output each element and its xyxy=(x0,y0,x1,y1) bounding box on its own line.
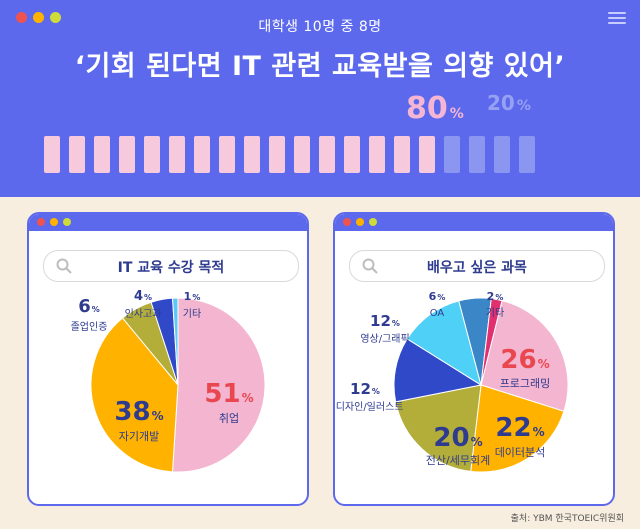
header-subtitle: 대학생 10명 중 8명 xyxy=(258,19,382,35)
no-value: 20 xyxy=(487,91,515,115)
pie-slice xyxy=(172,297,179,386)
pie-slice xyxy=(395,384,482,472)
maximize-dot-icon[interactable] xyxy=(50,12,61,23)
yes-segment xyxy=(194,136,210,173)
pie-slice xyxy=(480,298,503,386)
pie-slice xyxy=(393,338,483,403)
slice-value-label: 6% xyxy=(78,296,100,317)
slice-category-label: 프로그래밍 xyxy=(500,377,551,390)
no-segment xyxy=(444,136,460,173)
yes-segment xyxy=(269,136,285,173)
slice-value-label: 2% xyxy=(487,290,504,303)
slice-value-label: 12% xyxy=(370,312,400,330)
slice-category-label: 웹디자인/일러스트 xyxy=(333,401,403,413)
yes-percent-sign: % xyxy=(449,106,464,122)
subject-chart-title: 배우고 싶은 과목 xyxy=(427,260,527,276)
subject-chart-card: 배우고 싶은 과목 26% 프로그래밍 22% 데이터분석 20% 전산/세무회계 12% 웹… xyxy=(333,212,615,506)
slice-category-label: 졸업인증 xyxy=(71,320,108,333)
close-dot-icon xyxy=(37,218,45,226)
slice-category-label: 자기개발 xyxy=(119,430,159,443)
pie-slice xyxy=(470,384,565,473)
pie-slice xyxy=(90,317,179,473)
pie-slice xyxy=(172,297,266,473)
yes-segment xyxy=(94,136,110,173)
slice-category-label: OA xyxy=(430,308,445,319)
no-percentage: 20% xyxy=(487,91,531,115)
subject-search-bar[interactable]: 배우고 싶은 과목 xyxy=(349,250,605,282)
slice-value-label: 12% xyxy=(350,380,380,398)
purpose-chart-title: IT 교육 수강 목적 xyxy=(117,260,225,276)
minimize-dot-icon[interactable] xyxy=(33,12,44,23)
card-titlebar xyxy=(335,214,613,231)
slice-category-label: 기타 xyxy=(486,307,504,319)
slice-value-label: 4% xyxy=(134,289,152,304)
yes-segment xyxy=(244,136,260,173)
slice-category-label: 전산/세무회계 xyxy=(426,454,490,467)
maximize-dot-icon xyxy=(63,218,71,226)
search-icon xyxy=(56,258,72,274)
yes-segment xyxy=(219,136,235,173)
pie-slice xyxy=(480,299,569,412)
subject-pie-chart: 26%프로그래밍22%데이터분석20%전산/세무회계12%웹디자인/일러스트12… xyxy=(333,290,569,473)
yes-value: 80 xyxy=(406,91,448,126)
yes-segment xyxy=(119,136,135,173)
slice-value-label: 6% xyxy=(429,290,446,303)
yes-segment xyxy=(344,136,360,173)
minimize-dot-icon xyxy=(50,218,58,226)
window-controls xyxy=(16,12,61,23)
search-icon xyxy=(362,258,378,274)
yes-segment xyxy=(144,136,160,173)
header-headline: ‘기회 된다면 IT 관련 교육받을 의향 있어’ xyxy=(74,51,566,82)
header-banner: 대학생 10명 중 8명 ‘기회 된다면 IT 관련 교육받을 의향 있어’ 8… xyxy=(0,0,640,197)
yes-segment xyxy=(44,136,60,173)
yes-segment xyxy=(369,136,385,173)
no-segment xyxy=(469,136,485,173)
yes-segment xyxy=(169,136,185,173)
slice-category-label: 데이터분석 xyxy=(495,446,546,459)
close-dot-icon xyxy=(343,218,351,226)
no-segment xyxy=(494,136,510,173)
purpose-search-bar[interactable]: IT 교육 수강 목적 xyxy=(43,250,299,282)
card-titlebar xyxy=(29,214,307,231)
yes-segment xyxy=(419,136,435,173)
slice-category-label: 영상/그래픽 xyxy=(360,333,409,345)
slice-category-label: 기타 xyxy=(183,308,201,320)
yes-segment xyxy=(69,136,85,173)
yes-segment xyxy=(319,136,335,173)
slice-category-label: 취업 xyxy=(219,412,239,425)
close-dot-icon[interactable] xyxy=(16,12,27,23)
maximize-dot-icon xyxy=(369,218,377,226)
yes-segment xyxy=(294,136,310,173)
pie-slice xyxy=(406,300,482,387)
yes-segment xyxy=(394,136,410,173)
menu-icon[interactable] xyxy=(608,12,626,27)
slice-value-label: 1% xyxy=(184,290,201,303)
ratio-bar xyxy=(44,136,535,173)
yes-percentage: 80% xyxy=(406,91,464,126)
purpose-chart-card: IT 교육 수강 목적 51% 취업 38% 자기개발 6% 졸업인증 4% 인사고과 1% 기타 xyxy=(27,212,309,506)
source-credit: 출처: YBM 한국TOEIC위원회 xyxy=(510,514,624,524)
no-percent-sign: % xyxy=(516,98,531,114)
slice-category-label: 인사고과 xyxy=(125,308,162,320)
no-segment xyxy=(519,136,535,173)
minimize-dot-icon xyxy=(356,218,364,226)
